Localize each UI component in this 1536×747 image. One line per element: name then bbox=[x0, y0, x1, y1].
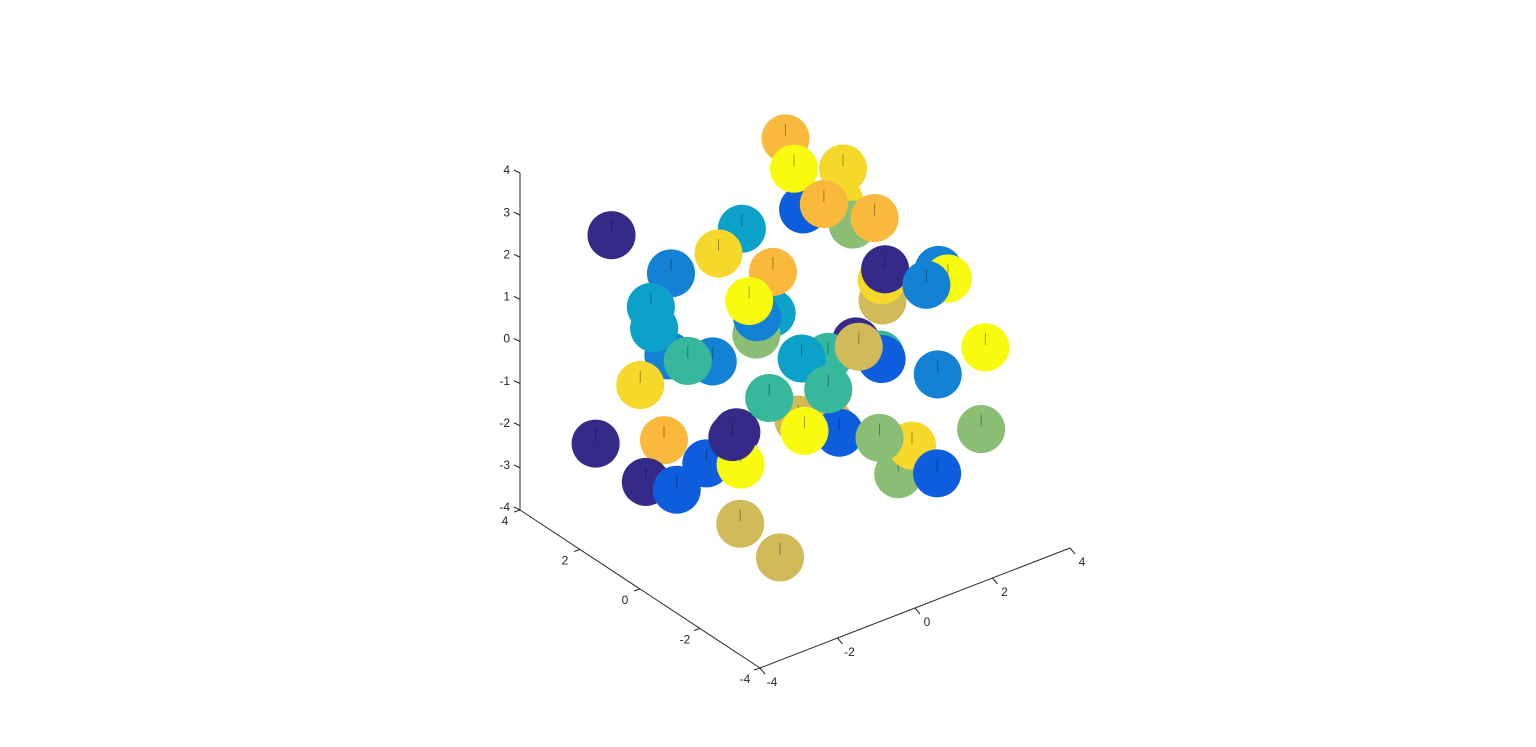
z-tick bbox=[513, 338, 521, 342]
z-tick-label: 2 bbox=[503, 247, 510, 261]
y-tick-label: 4 bbox=[502, 514, 509, 528]
z-tick-label: 3 bbox=[503, 205, 510, 219]
sphere bbox=[780, 406, 829, 455]
sphere bbox=[799, 180, 848, 229]
sphere bbox=[616, 360, 665, 410]
y-tick-label: 2 bbox=[562, 554, 569, 568]
y-tick-label: 0 bbox=[622, 593, 629, 607]
z-tick bbox=[513, 464, 521, 469]
x-tick bbox=[992, 577, 998, 585]
sphere bbox=[815, 408, 864, 457]
z-tick bbox=[513, 506, 521, 511]
sphere bbox=[818, 144, 868, 193]
y-tick bbox=[633, 588, 641, 592]
z-tick-label: 1 bbox=[503, 290, 510, 304]
sphere bbox=[694, 229, 743, 278]
z-tick-label: -3 bbox=[499, 458, 510, 472]
x-tick-label: -2 bbox=[844, 645, 855, 659]
z-tick bbox=[513, 422, 521, 427]
sphere bbox=[745, 373, 794, 423]
z-tick bbox=[513, 295, 521, 300]
y-tick-label: -2 bbox=[680, 633, 691, 647]
sphere bbox=[708, 413, 757, 462]
y-tick bbox=[573, 549, 581, 552]
z-tick-label: -4 bbox=[499, 500, 510, 514]
sphere bbox=[850, 193, 899, 243]
sphere bbox=[725, 276, 774, 326]
y-tick bbox=[513, 509, 521, 513]
x-tick bbox=[1069, 547, 1076, 555]
sphere bbox=[755, 533, 805, 582]
x-tick-label: 4 bbox=[1079, 555, 1086, 569]
y-tick bbox=[693, 628, 701, 631]
sphere bbox=[961, 323, 1010, 372]
sphere bbox=[913, 350, 962, 399]
sphere bbox=[639, 416, 689, 465]
z-tick-label: -1 bbox=[499, 374, 510, 388]
sphere bbox=[716, 499, 765, 548]
sphere bbox=[834, 322, 883, 371]
y-tick bbox=[753, 667, 761, 671]
x-tick bbox=[914, 607, 921, 615]
sphere bbox=[571, 419, 620, 468]
sphere bbox=[902, 260, 951, 309]
x-tick-label: 2 bbox=[1001, 585, 1008, 599]
z-tick bbox=[513, 253, 521, 258]
z-tick-label: -2 bbox=[499, 416, 510, 430]
z-tick-label: 0 bbox=[503, 332, 510, 346]
z-tick bbox=[513, 169, 521, 174]
z-tick bbox=[513, 211, 521, 216]
sphere bbox=[587, 211, 636, 260]
sphere bbox=[663, 336, 712, 385]
sphere bbox=[913, 449, 962, 498]
x-tick bbox=[759, 667, 766, 675]
y-tick-label: -4 bbox=[740, 672, 751, 686]
x-tick-label: 0 bbox=[924, 615, 931, 629]
sphere bbox=[769, 144, 819, 193]
sphere bbox=[855, 413, 904, 462]
x-tick bbox=[837, 637, 843, 645]
sphere bbox=[804, 365, 853, 414]
z-tick bbox=[513, 380, 521, 385]
z-tick-label: 4 bbox=[503, 163, 510, 177]
sphere bbox=[626, 282, 675, 331]
x-tick-label: -4 bbox=[767, 675, 778, 689]
sphere bbox=[957, 405, 1006, 454]
sphere bbox=[861, 245, 910, 294]
